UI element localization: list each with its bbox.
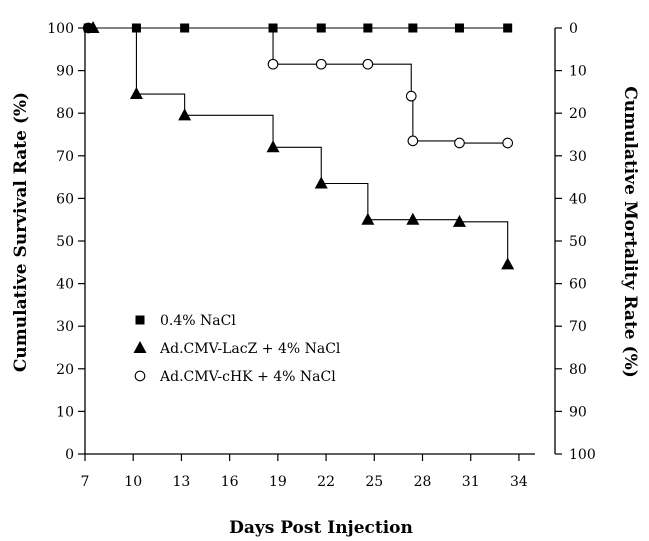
data-point-square — [135, 315, 145, 325]
data-point-circle — [502, 137, 514, 149]
y-tick-label-right: 40 — [569, 191, 587, 207]
data-point-square — [454, 23, 464, 33]
legend-item: Ad.CMV-LacZ + 4% NaCl — [133, 341, 341, 357]
data-point-triangle — [452, 214, 466, 227]
y-tick-label-right: 20 — [569, 106, 587, 122]
data-point-circle — [405, 90, 417, 102]
y-tick-label-left: 20 — [56, 362, 74, 378]
data-point-triangle — [266, 140, 280, 153]
y-tick-label-left: 50 — [56, 234, 74, 250]
data-point-square — [131, 23, 141, 33]
data-point-square — [408, 23, 418, 33]
data-point-circle — [315, 58, 327, 70]
data-point-triangle — [501, 257, 515, 270]
data-point-circle — [454, 137, 465, 149]
series-triangle-filled — [86, 21, 515, 270]
series-step-line — [88, 27, 508, 144]
y-tick-label-left: 40 — [56, 277, 74, 293]
x-tick-label: 34 — [510, 474, 528, 490]
data-point-circle — [267, 58, 279, 70]
data-point-triangle — [129, 87, 143, 100]
legend-label: Ad.CMV-cHK + 4% NaCl — [159, 369, 336, 385]
y-tick-label-right: 80 — [569, 362, 587, 378]
legend-label: 0.4% NaCl — [160, 313, 236, 329]
legend: 0.4% NaCl Ad.CMV-LacZ + 4% NaCl Ad.CMV-cHK… — [133, 313, 341, 385]
y-axis-title-right: Cumulative Mortality Rate (%) — [620, 86, 640, 378]
data-point-triangle — [133, 341, 147, 353]
x-tick-label: 13 — [173, 474, 191, 490]
y-tick-label-left: 60 — [56, 191, 74, 207]
y-tick-label-left: 100 — [47, 21, 74, 37]
y-tick-label-right: 100 — [569, 447, 596, 463]
series-square-filled — [83, 23, 513, 33]
y-tick-label-right: 50 — [569, 234, 587, 250]
data-point-square — [363, 23, 373, 33]
x-tick-label: 7 — [81, 474, 90, 490]
data-point-triangle — [406, 212, 420, 225]
x-tick-label: 16 — [221, 474, 239, 490]
x-tick-label: 31 — [462, 474, 480, 490]
data-point-triangle — [361, 212, 375, 225]
y-tick-label-right: 10 — [569, 64, 587, 80]
y-tick-label-right: 0 — [569, 21, 578, 37]
y-tick-label-left: 80 — [56, 106, 74, 122]
legend-item: Ad.CMV-cHK + 4% NaCl — [134, 369, 336, 385]
y-tick-label-right: 60 — [569, 277, 587, 293]
data-point-circle — [362, 58, 374, 70]
data-point-square — [83, 23, 93, 33]
y-tick-label-right: 70 — [569, 319, 587, 335]
y-tick-label-left: 70 — [56, 149, 74, 165]
data-point-square — [503, 23, 513, 33]
axes: 7 10 13 16 19 22 25 28 31 34 0 10 20 30 40 50 60 70 80 90 10… — [47, 21, 595, 490]
data-point-square — [316, 23, 326, 33]
series-step-line — [93, 27, 509, 265]
y-tick-label-right: 30 — [569, 149, 587, 165]
y-axis-title-left: Cumulative Survival Rate (%) — [11, 92, 31, 372]
x-tick-label: 10 — [124, 474, 142, 490]
y-tick-label-left: 30 — [56, 319, 74, 335]
y-tick-label-right: 90 — [569, 404, 587, 420]
x-axis-title: Days Post Injection — [229, 518, 413, 538]
series-circle-open — [82, 22, 514, 149]
x-tick-label: 28 — [414, 474, 432, 490]
data-point-circle — [134, 370, 146, 382]
x-tick-label: 19 — [269, 474, 287, 490]
series-layer — [82, 21, 515, 270]
data-point-triangle — [178, 108, 192, 121]
data-point-square — [268, 23, 278, 33]
legend-item: 0.4% NaCl — [135, 313, 236, 329]
y-tick-label-left: 90 — [56, 64, 74, 80]
x-tick-label: 22 — [317, 474, 335, 490]
data-point-square — [180, 23, 190, 33]
y-tick-label-left: 0 — [65, 447, 74, 463]
data-point-triangle — [314, 176, 328, 189]
y-tick-label-left: 10 — [56, 404, 74, 420]
x-tick-label: 25 — [365, 474, 383, 490]
data-point-circle — [407, 135, 419, 147]
legend-label: Ad.CMV-LacZ + 4% NaCl — [159, 341, 341, 357]
